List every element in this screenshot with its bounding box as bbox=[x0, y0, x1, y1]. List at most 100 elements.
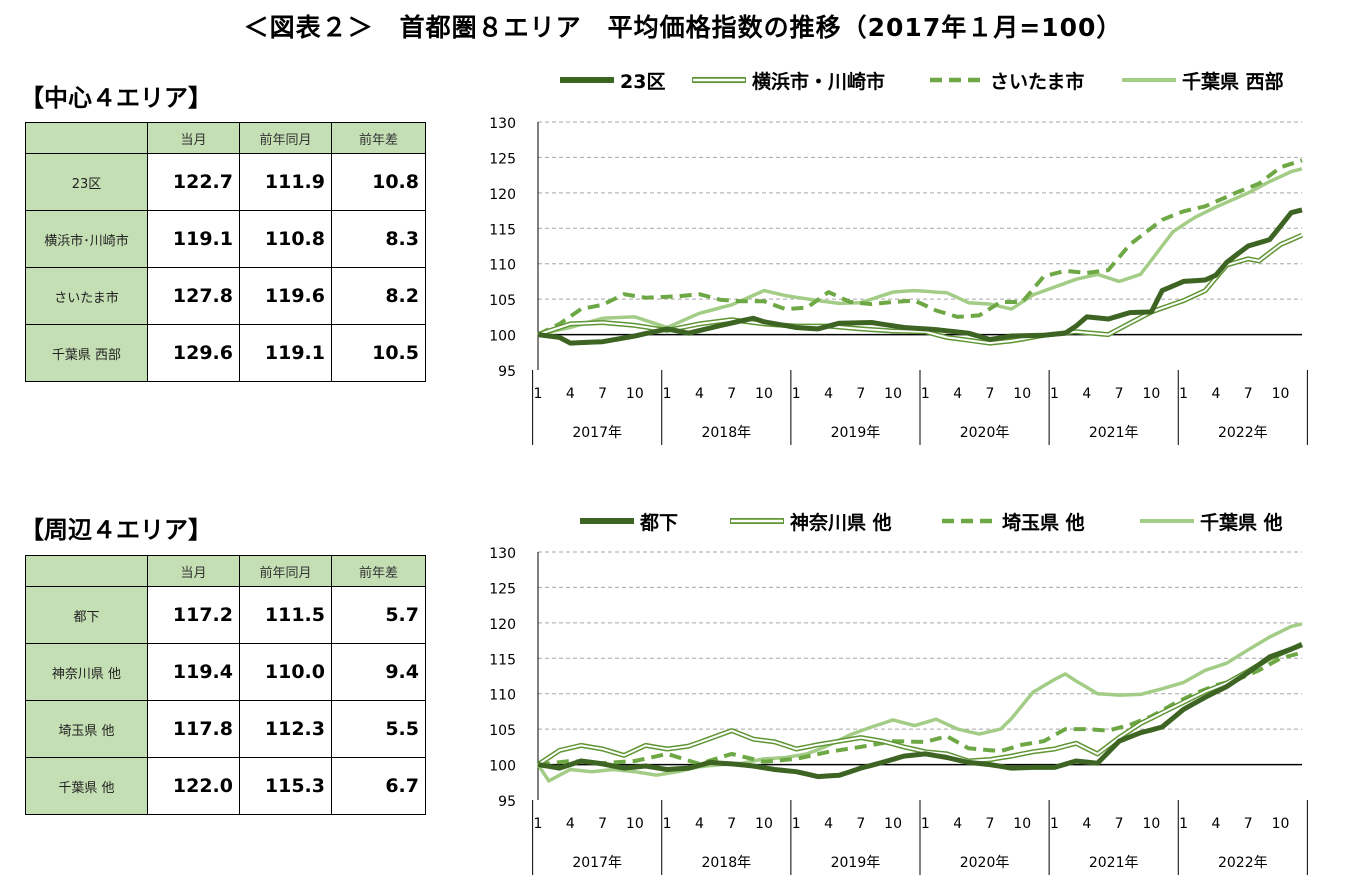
current-value: 119.1 bbox=[147, 210, 240, 268]
area-name: 神奈川県 他 bbox=[25, 643, 148, 701]
diff-value: 8.2 bbox=[331, 267, 426, 325]
x-tick-label: 7 bbox=[1244, 816, 1253, 832]
legend-item-chiba-west: 千葉県 西部 bbox=[1120, 67, 1284, 93]
table-header-blank bbox=[25, 555, 148, 587]
x-tick-label: 1 bbox=[534, 386, 543, 402]
x-tick-label: 1 bbox=[663, 816, 672, 832]
x-tick-label: 1 bbox=[921, 816, 930, 832]
x-tick-label: 4 bbox=[824, 386, 833, 402]
table-row: 千葉県 他 122.0 115.3 6.7 bbox=[25, 757, 426, 815]
x-tick-label: 1 bbox=[534, 816, 543, 832]
x-tick-label: 7 bbox=[727, 816, 736, 832]
year-label: 2022年 bbox=[1218, 855, 1268, 871]
x-tick-label: 10 bbox=[626, 816, 644, 832]
area-name: 埼玉県 他 bbox=[25, 700, 148, 758]
area-name: さいたま市 bbox=[25, 267, 148, 325]
current-value: 122.0 bbox=[147, 757, 240, 815]
x-tick-label: 4 bbox=[1211, 386, 1220, 402]
diff-value: 10.5 bbox=[331, 324, 426, 382]
x-tick-label: 1 bbox=[663, 386, 672, 402]
x-tick-label: 7 bbox=[985, 816, 994, 832]
x-tick-label: 1 bbox=[1179, 386, 1188, 402]
x-tick-label: 10 bbox=[1013, 816, 1031, 832]
year-label: 2019年 bbox=[831, 425, 881, 441]
x-tick-label: 1 bbox=[1050, 386, 1059, 402]
x-tick-label: 7 bbox=[856, 386, 865, 402]
year-label: 2021年 bbox=[1089, 425, 1139, 441]
diff-value: 5.7 bbox=[331, 586, 426, 644]
y-tick-label: 100 bbox=[489, 329, 516, 345]
legend-item-23ku: 23区 bbox=[558, 67, 665, 93]
peripheral-areas-table: 当月 前年同月 前年差 都下 117.2 111.5 5.7 神奈川県 他 11… bbox=[25, 555, 426, 815]
series-line-2 bbox=[537, 158, 1303, 337]
legend-label: 千葉県 他 bbox=[1200, 511, 1283, 534]
series-line-2 bbox=[537, 650, 1303, 767]
x-tick-label: 1 bbox=[1050, 816, 1059, 832]
legend-item-yokohama: 横浜市・川崎市 bbox=[690, 67, 885, 93]
section-title-central: 【中心４エリア】 bbox=[20, 84, 212, 112]
diff-value: 9.4 bbox=[331, 643, 426, 701]
x-tick-label: 10 bbox=[1272, 386, 1290, 402]
central-areas-table: 当月 前年同月 前年差 23区 122.7 111.9 10.8 横浜市･川崎市… bbox=[25, 122, 426, 382]
prev-year-value: 119.6 bbox=[239, 267, 332, 325]
x-tick-label: 4 bbox=[566, 816, 575, 832]
x-tick-label: 7 bbox=[598, 816, 607, 832]
table-row: 23区 122.7 111.9 10.8 bbox=[25, 153, 426, 211]
current-value: 119.4 bbox=[147, 643, 240, 701]
section-title-peripheral: 【周辺４エリア】 bbox=[20, 516, 212, 544]
x-tick-label: 10 bbox=[755, 386, 773, 402]
x-tick-label: 7 bbox=[1244, 386, 1253, 402]
diff-value: 10.8 bbox=[331, 153, 426, 211]
chart-legend-central: 23区 横浜市・川崎市 さいたま市 千葉県 西部 bbox=[540, 67, 1340, 93]
x-tick-label: 4 bbox=[695, 386, 704, 402]
x-tick-label: 4 bbox=[1082, 386, 1091, 402]
area-name: 千葉県 西部 bbox=[25, 324, 148, 382]
x-tick-label: 7 bbox=[985, 386, 994, 402]
legend-item-saitama: さいたま市 bbox=[928, 67, 1084, 93]
page-title: ＜図表２＞ 首都圏８エリア 平均価格指数の推移（2017年１月=100） bbox=[243, 13, 1123, 42]
legend-label: 横浜市・川崎市 bbox=[752, 70, 886, 93]
year-label: 2020年 bbox=[960, 425, 1010, 441]
x-tick-label: 1 bbox=[1179, 816, 1188, 832]
y-tick-label: 95 bbox=[498, 794, 516, 810]
legend-item-saitama-other: 埼玉県 他 bbox=[940, 508, 1085, 534]
legend-label: 都下 bbox=[640, 511, 679, 534]
legend-label: 23区 bbox=[620, 70, 666, 93]
year-label: 2017年 bbox=[572, 855, 622, 871]
prev-year-value: 112.3 bbox=[239, 700, 332, 758]
table-header-prev-year: 前年同月 bbox=[239, 122, 332, 154]
diff-value: 6.7 bbox=[331, 757, 426, 815]
x-tick-label: 10 bbox=[884, 816, 902, 832]
x-tick-label: 7 bbox=[1115, 816, 1124, 832]
x-tick-label: 10 bbox=[1142, 386, 1160, 402]
y-tick-label: 130 bbox=[489, 116, 516, 132]
legend-line-dashed-icon bbox=[942, 518, 996, 524]
area-name: 23区 bbox=[25, 153, 148, 211]
legend-line-dashed-icon bbox=[930, 77, 984, 83]
table-header-current: 当月 bbox=[147, 122, 240, 154]
x-tick-label: 4 bbox=[824, 816, 833, 832]
x-tick-label: 10 bbox=[884, 386, 902, 402]
x-tick-label: 4 bbox=[695, 816, 704, 832]
table-row: 都下 117.2 111.5 5.7 bbox=[25, 586, 426, 644]
prev-year-value: 111.9 bbox=[239, 153, 332, 211]
area-name: 都下 bbox=[25, 586, 148, 644]
prev-year-value: 115.3 bbox=[239, 757, 332, 815]
x-tick-label: 7 bbox=[1115, 386, 1124, 402]
legend-label: 神奈川県 他 bbox=[790, 511, 892, 534]
current-value: 122.7 bbox=[147, 153, 240, 211]
table-header-diff: 前年差 bbox=[331, 555, 426, 587]
x-tick-label: 1 bbox=[792, 816, 801, 832]
table-header-prev-year: 前年同月 bbox=[239, 555, 332, 587]
series-line-0 bbox=[537, 207, 1303, 346]
x-tick-label: 10 bbox=[1272, 816, 1290, 832]
legend-line-dark-icon bbox=[560, 77, 614, 83]
x-tick-label: 7 bbox=[856, 816, 865, 832]
y-tick-label: 95 bbox=[498, 364, 516, 380]
year-label: 2017年 bbox=[572, 425, 622, 441]
x-tick-label: 10 bbox=[1142, 816, 1160, 832]
chart-legend-peripheral: 都下 神奈川県 他 埼玉県 他 千葉県 他 bbox=[540, 508, 1340, 534]
table-header-diff: 前年差 bbox=[331, 122, 426, 154]
